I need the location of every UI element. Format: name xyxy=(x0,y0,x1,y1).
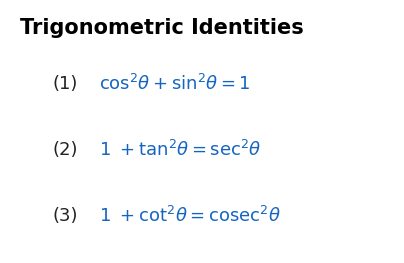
Text: (1): (1) xyxy=(53,75,78,93)
Text: $1\ + \mathrm{cot}^2 \theta = \mathrm{cosec}^2 \theta$: $1\ + \mathrm{cot}^2 \theta = \mathrm{co… xyxy=(99,206,281,226)
Text: (3): (3) xyxy=(53,207,78,225)
Text: $1\ + \mathrm{tan}^2 \theta = \mathrm{sec}^2 \theta$: $1\ + \mathrm{tan}^2 \theta = \mathrm{se… xyxy=(99,140,261,160)
Text: $\mathrm{cos}^2\theta + \mathrm{sin}^2 \theta = 1$: $\mathrm{cos}^2\theta + \mathrm{sin}^2 \… xyxy=(99,74,250,94)
Text: Trigonometric Identities: Trigonometric Identities xyxy=(20,18,304,38)
Text: (2): (2) xyxy=(53,141,78,159)
